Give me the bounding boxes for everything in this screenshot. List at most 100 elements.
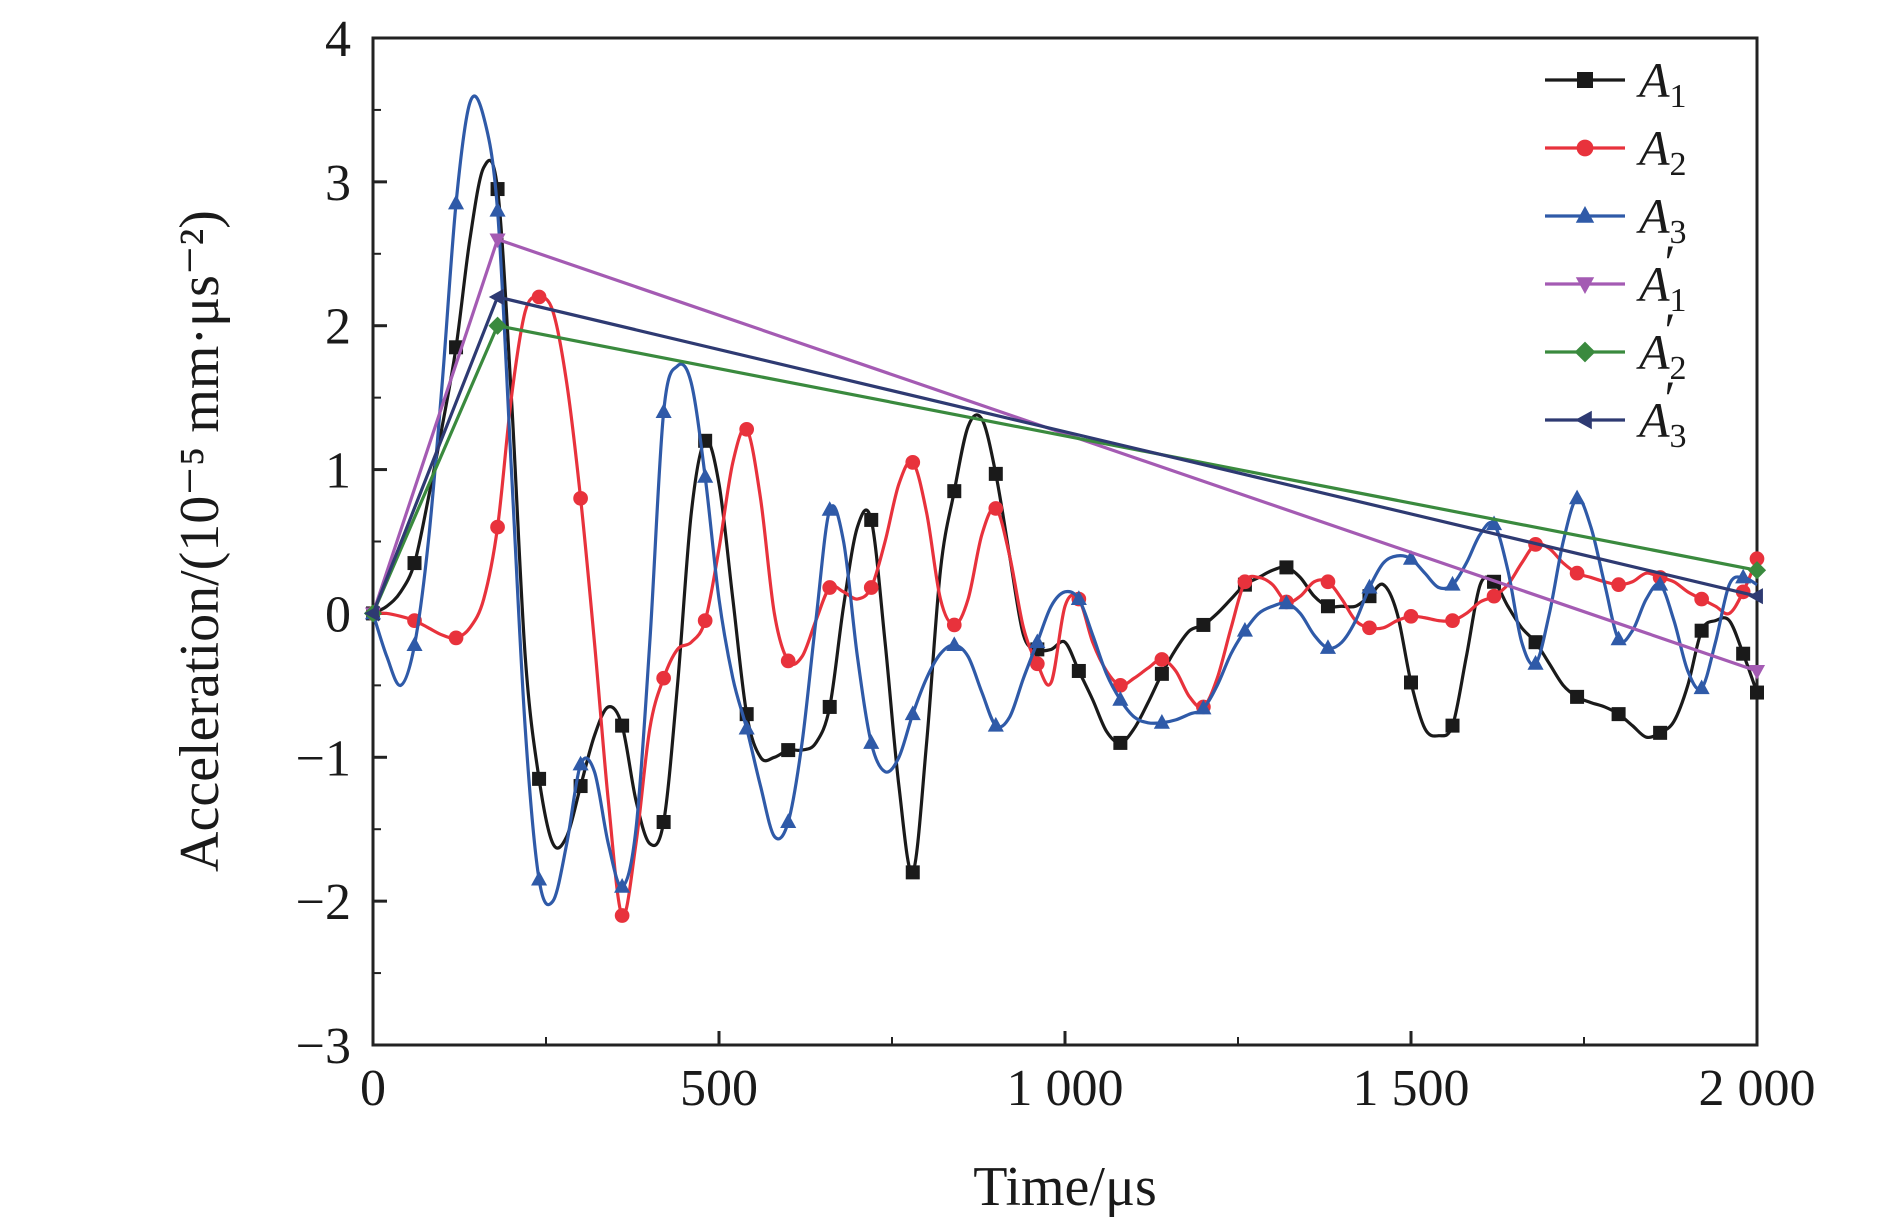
data-point	[489, 233, 506, 249]
legend-item: A2	[1545, 120, 1687, 183]
legend-item: A3′	[1545, 370, 1687, 455]
data-point	[1444, 575, 1461, 591]
data-point	[1748, 665, 1766, 680]
plot-frame	[371, 36, 1759, 1047]
data-point	[821, 501, 838, 516]
data-point	[864, 512, 879, 527]
data-point	[904, 705, 921, 721]
y-tick-label: 2	[325, 299, 351, 356]
data-point	[656, 670, 671, 686]
data-point	[489, 201, 506, 217]
legend-marker	[1576, 139, 1594, 157]
data-point	[1070, 590, 1087, 605]
data-point	[1113, 678, 1128, 693]
data-point	[490, 519, 505, 535]
x-axis-title: Time/μs	[973, 1156, 1157, 1218]
data-point	[1195, 699, 1212, 715]
data-point	[987, 716, 1004, 732]
series-1	[366, 158, 1764, 880]
legend-label: A2	[1636, 120, 1687, 183]
data-point	[1652, 575, 1669, 591]
data-point	[905, 455, 921, 470]
data-point	[488, 288, 504, 305]
data-point	[447, 194, 465, 210]
legend-label: A2′	[1636, 302, 1687, 387]
data-point	[1527, 655, 1544, 670]
data-point	[1569, 489, 1586, 505]
data-point	[573, 490, 588, 506]
data-point	[1486, 588, 1502, 604]
data-point	[1747, 561, 1767, 580]
data-point	[905, 865, 920, 880]
data-point	[1693, 679, 1710, 695]
data-point	[532, 771, 547, 786]
data-point	[488, 316, 507, 335]
y-tick-label: 1	[325, 443, 351, 500]
y-tick-label: −3	[296, 1018, 351, 1075]
data-point	[781, 743, 796, 758]
data-point	[946, 617, 962, 633]
data-point	[1320, 599, 1335, 614]
data-point	[780, 813, 797, 828]
data-point	[1029, 633, 1046, 649]
data-point	[406, 636, 423, 652]
data-point	[1404, 675, 1418, 690]
data-point	[1402, 550, 1420, 565]
series-line	[371, 295, 1758, 615]
data-point	[407, 556, 422, 571]
data-point	[738, 719, 755, 735]
data-point	[1153, 714, 1170, 729]
data-point	[1154, 666, 1169, 681]
data-point	[1528, 635, 1543, 650]
data-point	[1748, 588, 1763, 605]
data-point	[780, 653, 796, 669]
series-2	[365, 289, 1765, 923]
data-point	[364, 605, 379, 622]
data-point	[822, 580, 838, 595]
legend-label: A1	[1636, 52, 1687, 115]
data-point	[1113, 735, 1128, 750]
data-point	[1694, 623, 1709, 638]
legend-item: A1′	[1545, 234, 1687, 319]
legend-marker	[1575, 277, 1595, 294]
y-axis: −3 −2 −1 0 1 2 3 4	[296, 11, 387, 1075]
data-point	[1236, 621, 1253, 637]
data-point	[1319, 639, 1337, 654]
data-point	[572, 755, 589, 771]
series-line	[371, 94, 1758, 907]
x-tick-label: 1 000	[1007, 1060, 1124, 1117]
series-line	[371, 324, 1758, 615]
y-tick-label: −1	[296, 730, 351, 787]
data-point	[1237, 574, 1253, 590]
legend-label: A1′	[1636, 234, 1687, 319]
data-point	[1445, 718, 1460, 733]
x-tick-label: 0	[360, 1060, 386, 1117]
y-tick-label: 0	[325, 586, 351, 643]
data-point	[822, 699, 837, 714]
data-point	[1112, 690, 1129, 706]
data-point	[1320, 574, 1336, 590]
legend-label: A3′	[1636, 370, 1687, 455]
data-point	[697, 468, 714, 483]
x-axis: 0 500 1 000 1 500 2 000	[360, 1031, 1816, 1117]
data-point	[448, 630, 464, 646]
data-point	[1653, 725, 1668, 740]
data-point	[614, 908, 630, 923]
data-point	[697, 613, 713, 628]
legend-marker	[1574, 341, 1596, 363]
x-tick-label: 2 000	[1699, 1060, 1816, 1117]
data-point	[1694, 591, 1709, 607]
series-layer	[363, 94, 1767, 923]
data-point	[1611, 577, 1626, 593]
data-point	[1569, 565, 1585, 581]
data-point	[739, 421, 755, 437]
data-point	[614, 878, 631, 893]
data-point	[1750, 685, 1764, 700]
legend-item: A3	[1545, 188, 1687, 251]
x-tick-label: 500	[680, 1060, 758, 1117]
data-point	[863, 734, 880, 749]
legend-marker	[1577, 72, 1593, 88]
legend-item: A2′	[1545, 302, 1687, 387]
data-point	[1361, 578, 1378, 594]
